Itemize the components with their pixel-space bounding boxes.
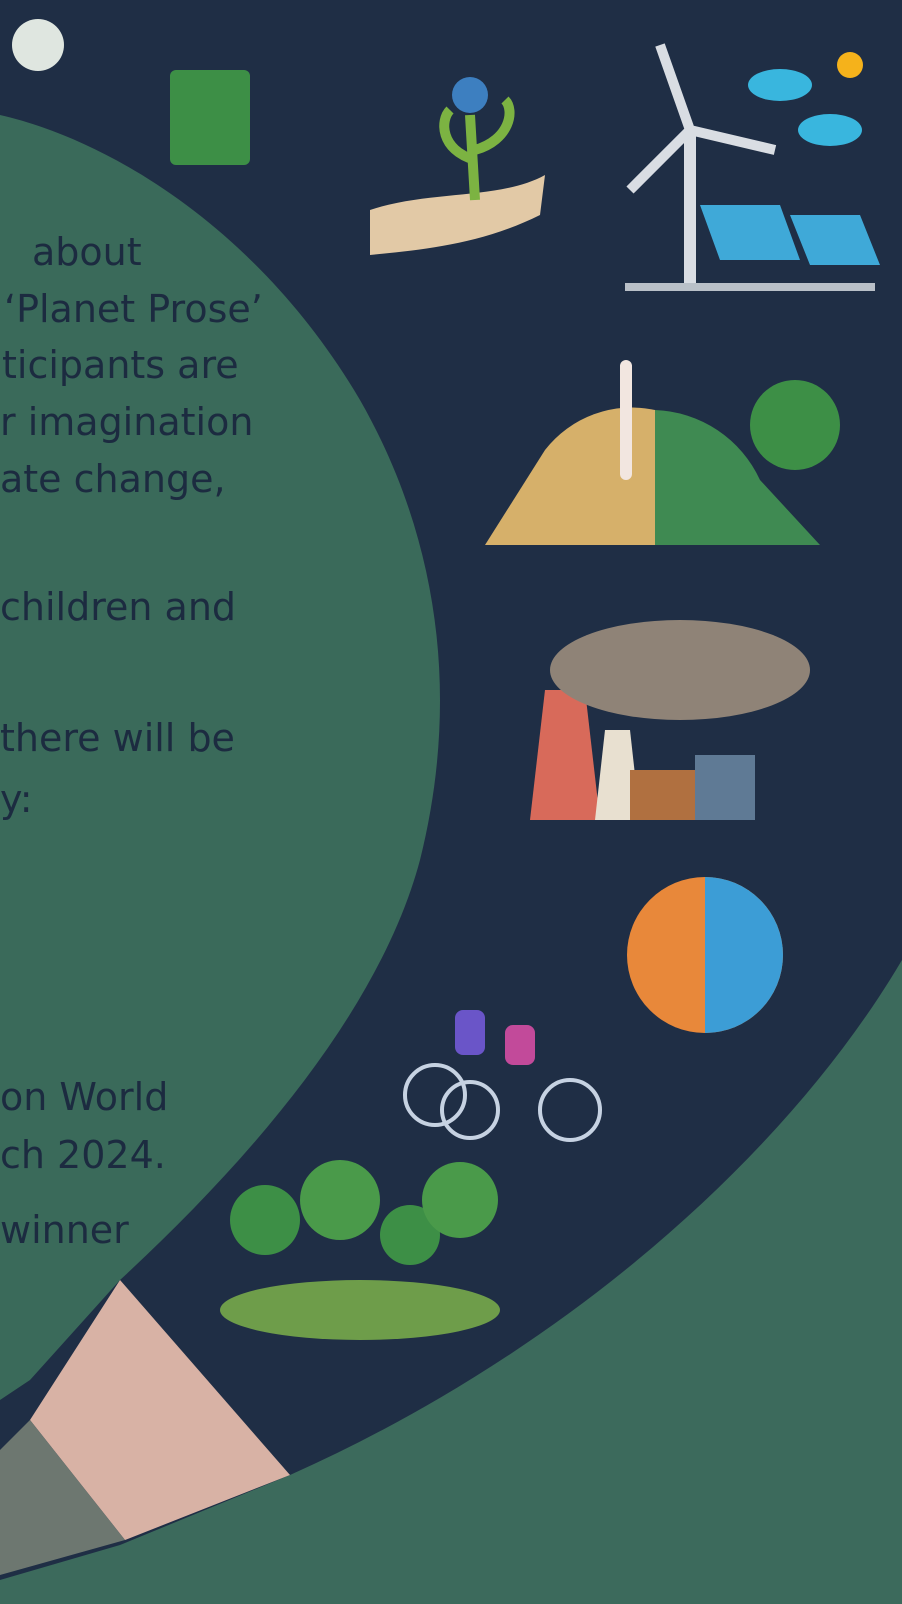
tree (300, 1160, 380, 1240)
text-line: ticipants are (2, 343, 239, 387)
cyclist (505, 1025, 535, 1065)
text-line: y: (0, 777, 33, 821)
tree (422, 1162, 498, 1238)
lightbulb (12, 19, 64, 71)
text-line: on World (0, 1075, 168, 1119)
text-line: r imagination (0, 400, 253, 444)
poster: about ‘Planet Prose’ ticipants are r ima… (0, 0, 902, 1604)
cyclist (455, 1010, 485, 1055)
smoke (550, 620, 810, 720)
tree (230, 1185, 300, 1255)
text-line: there will be (0, 716, 235, 760)
text-line: about (32, 230, 142, 274)
thermometer (620, 360, 632, 480)
text-line: ate change, (0, 457, 226, 501)
text-line: children and (0, 585, 236, 629)
page: {"paragraph_lines": ["about", "‘Planet P… (0, 0, 902, 1604)
text-line: winner (0, 1208, 129, 1252)
grass (220, 1280, 500, 1340)
globe-small (452, 77, 488, 113)
recycle-bin (170, 70, 250, 165)
tree (750, 380, 840, 470)
text-line: ch 2024. (0, 1133, 166, 1177)
cloud (748, 69, 812, 101)
cloud (798, 114, 862, 146)
factory-block (695, 755, 755, 820)
text-line: ‘Planet Prose’ (4, 287, 263, 331)
sun (837, 52, 863, 78)
ground (625, 283, 875, 291)
